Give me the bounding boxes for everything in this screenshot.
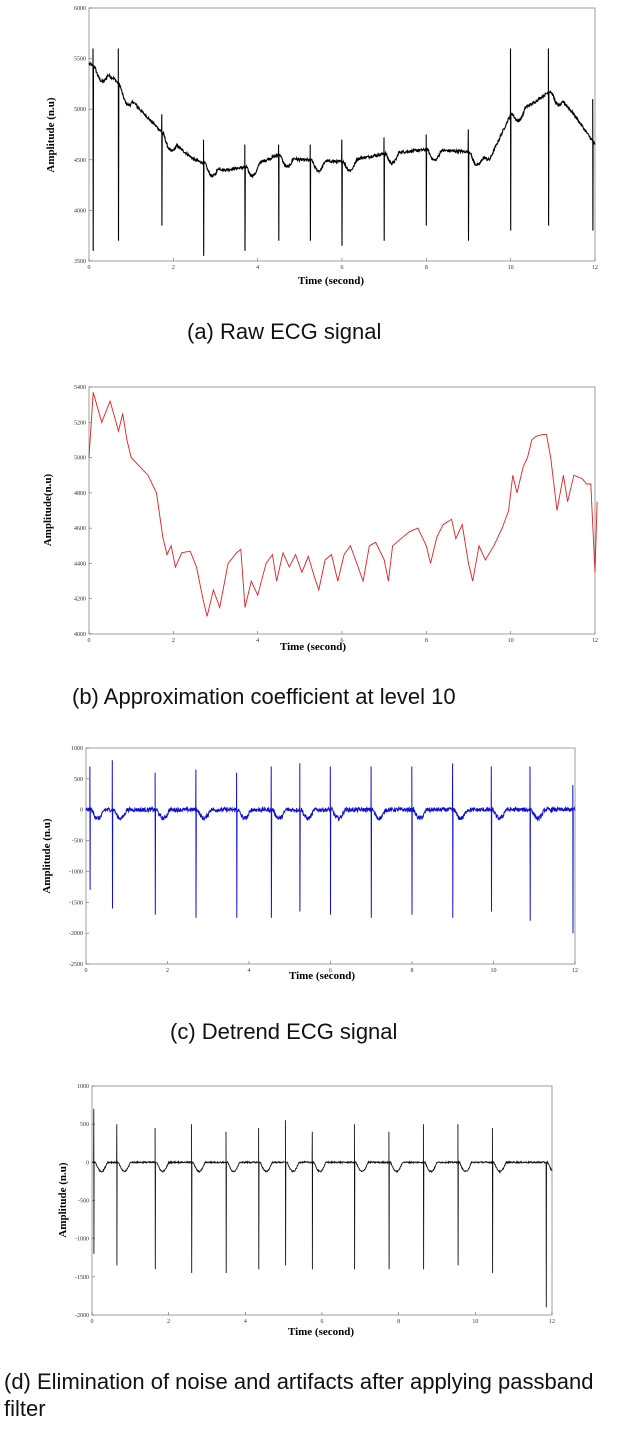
y-tick-label: 4500 — [74, 158, 86, 164]
x-tick-label: 2 — [172, 638, 175, 644]
x-axis-label: Time (second) — [289, 970, 355, 982]
y-tick-label: 4200 — [74, 597, 86, 603]
x-tick-label: 10 — [472, 1319, 478, 1325]
y-ticks: 3500 4000 4500 5000 5500 6000 — [74, 6, 92, 265]
chart-c: 0 2 4 6 8 10 12 -2500 -2000 -1500 -1000 -500 0 500 10… — [41, 746, 578, 982]
y-tick-label: 5000 — [74, 107, 86, 113]
x-tick-label: 4 — [256, 265, 259, 271]
y-tick-label: 5200 — [74, 420, 86, 426]
y-tick-label: -500 — [78, 1199, 89, 1205]
y-tick-label: 4000 — [74, 208, 86, 214]
y-tick-label: 4400 — [74, 561, 86, 567]
x-ticks: 0 2 4 6 8 10 12 — [88, 258, 598, 271]
y-tick-label: 0 — [80, 808, 83, 814]
y-tick-label: 5500 — [74, 57, 86, 63]
y-tick-label: 1000 — [71, 746, 83, 752]
x-tick-label: 6 — [341, 265, 344, 271]
x-tick-label: 10 — [508, 265, 514, 271]
y-ticks: 4000 4200 4400 4600 4800 5000 5200 5400 — [74, 385, 92, 638]
y-ticks: -2500 -2000 -1500 -1000 -500 0 500 1000 — [69, 746, 89, 968]
x-tick-label: 4 — [244, 1319, 247, 1325]
caption-d: (d) Elimination of noise and artifacts a… — [4, 1369, 594, 1421]
chart-a: 0 2 4 6 8 10 12 3500 4000 4500 5000 5500 6000 Time … — [45, 6, 598, 287]
y-tick-label: -2000 — [75, 1313, 89, 1319]
x-tick-label: 2 — [167, 1319, 170, 1325]
y-tick-label: 4000 — [74, 632, 86, 638]
y-tick-label: 3500 — [74, 259, 86, 265]
x-axis-label: Time (second) — [298, 275, 364, 287]
x-tick-label: 6 — [321, 1319, 324, 1325]
y-tick-label: 500 — [80, 1122, 89, 1128]
y-tick-label: 5000 — [74, 456, 86, 462]
x-tick-label: 12 — [592, 638, 598, 644]
y-tick-label: -1000 — [75, 1237, 89, 1243]
y-tick-label: -2500 — [69, 962, 83, 968]
x-tick-label: 12 — [549, 1319, 555, 1325]
x-tick-label: 10 — [508, 638, 514, 644]
x-tick-label: 2 — [172, 265, 175, 271]
y-tick-label: -1500 — [69, 900, 83, 906]
x-tick-label: 6 — [341, 638, 344, 644]
x-tick-label: 8 — [425, 638, 428, 644]
y-tick-label: 4600 — [74, 526, 86, 532]
chart-b: 0 2 4 6 8 10 12 4000 4200 4400 4600 4800 5000 5200 54… — [42, 385, 598, 653]
y-tick-label: 6000 — [74, 6, 86, 12]
y-axis-label: Amplitude(n.u) — [42, 473, 54, 546]
filtered-trace — [91, 1108, 553, 1308]
x-tick-label: 12 — [592, 265, 598, 271]
detrend-trace — [85, 760, 576, 934]
y-tick-label: -500 — [72, 839, 83, 845]
caption-c: (c) Detrend ECG signal — [170, 1019, 398, 1044]
x-tick-label: 8 — [397, 1319, 400, 1325]
x-tick-label: 8 — [425, 265, 428, 271]
y-axis-label: Amplitude (n.u) — [41, 818, 53, 894]
y-axis-label: Amplitude (n.u) — [45, 97, 57, 173]
y-tick-label: -1000 — [69, 869, 83, 875]
x-ticks: 0 2 4 6 8 10 12 — [91, 1312, 555, 1325]
x-tick-label: 0 — [91, 1319, 94, 1325]
x-tick-label: 0 — [88, 265, 91, 271]
x-tick-label: 12 — [572, 968, 578, 974]
x-axis-label: Time (second) — [288, 1326, 354, 1338]
caption-a: (a) Raw ECG signal — [187, 319, 382, 344]
y-tick-label: -1500 — [75, 1275, 89, 1281]
x-tick-label: 4 — [248, 968, 251, 974]
x-axis-label: Time (second) — [280, 641, 346, 653]
y-tick-label: 500 — [74, 777, 83, 783]
y-tick-label: 4800 — [74, 491, 86, 497]
x-tick-label: 0 — [88, 638, 91, 644]
chart-d: 0 2 4 6 8 10 12 -2000 -1500 -1000 -500 0 500 1000 Ti… — [57, 1084, 555, 1338]
x-tick-label: 6 — [329, 968, 332, 974]
x-tick-label: 4 — [256, 638, 259, 644]
y-tick-label: 1000 — [77, 1084, 89, 1090]
x-ticks: 0 2 4 6 8 10 12 — [85, 961, 578, 974]
x-tick-label: 2 — [166, 968, 169, 974]
x-tick-label: 8 — [411, 968, 414, 974]
ecg-trace — [88, 48, 596, 256]
y-tick-label: 5400 — [74, 385, 86, 391]
approximation-trace — [88, 392, 598, 617]
y-tick-label: 0 — [86, 1160, 89, 1166]
x-tick-label: 10 — [491, 968, 497, 974]
x-tick-label: 0 — [85, 968, 88, 974]
x-ticks: 0 2 4 6 8 10 12 — [88, 631, 598, 644]
plot-frame — [88, 386, 596, 635]
y-tick-label: -2000 — [69, 931, 83, 937]
caption-b: (b) Approximation coefficient at level 1… — [72, 684, 456, 709]
y-axis-label: Amplitude (n.u) — [57, 1162, 69, 1238]
plot-frame — [91, 1085, 553, 1316]
